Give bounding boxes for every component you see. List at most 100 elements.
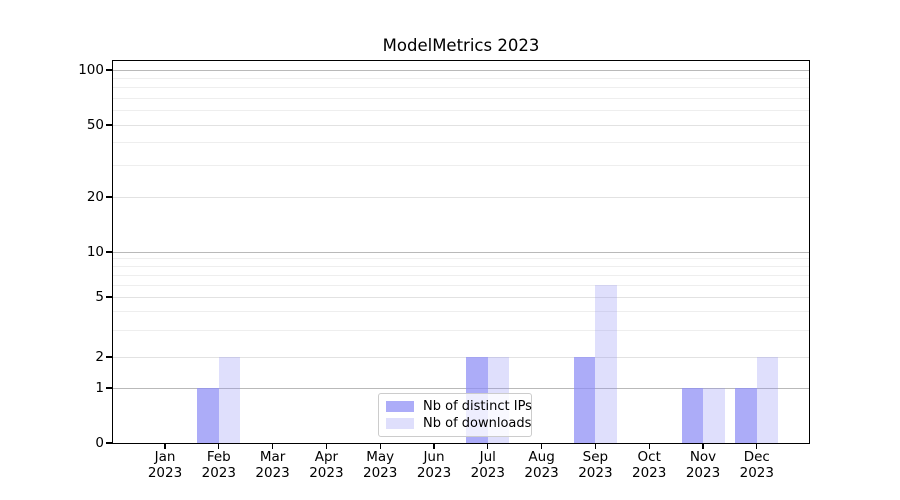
x-tick-mark-jun (433, 443, 435, 449)
x-tick-month: Apr (314, 449, 339, 465)
x-tick-mark-may (379, 443, 381, 449)
x-tick-month: Aug (528, 449, 555, 465)
bar-distinct-ips-feb (197, 388, 219, 443)
gridline-5 (113, 296, 809, 298)
x-tick-year: 2023 (524, 464, 559, 481)
gridline-8 (113, 265, 809, 267)
x-tick-year: 2023 (739, 464, 774, 481)
x-tick-month: Oct (637, 449, 661, 465)
x-tick-mark-apr (325, 443, 328, 449)
bar-distinct-ips-nov (681, 388, 703, 443)
y-tick-mark-2 (106, 356, 112, 358)
x-tick-label-jul: Jul 2023 (458, 449, 518, 481)
gridline-60 (113, 110, 809, 112)
x-tick-label-may: May 2023 (350, 449, 410, 481)
x-tick-label-sep: Sep 2023 (565, 449, 625, 481)
x-tick-month: Nov (689, 449, 717, 465)
x-tick-label-aug: Aug 2023 (512, 449, 572, 481)
gridline-50 (113, 124, 809, 126)
bar-downloads-nov (703, 388, 725, 443)
x-tick-label-jan: Jan 2023 (135, 449, 195, 481)
x-tick-year: 2023 (363, 464, 398, 481)
x-tick-year: 2023 (632, 464, 667, 481)
legend-label-downloads: Nb of downloads (423, 416, 532, 431)
gridline-7 (113, 274, 809, 276)
gridline-1 (113, 387, 809, 389)
gridline-10 (113, 251, 809, 253)
legend: Nb of distinct IPs Nb of downloads (378, 393, 532, 437)
gridline-4 (113, 311, 809, 313)
y-tick-mark-100 (106, 69, 112, 71)
y-tick-label-10: 10 (86, 244, 104, 260)
x-tick-label-oct: Oct 2023 (619, 449, 679, 481)
x-tick-month: May (366, 449, 395, 465)
gridline-20 (113, 196, 809, 198)
gridline-80 (113, 87, 809, 89)
x-tick-year: 2023 (309, 464, 344, 481)
x-tick-mark-jul (487, 443, 489, 449)
bar-distinct-ips-dec (735, 388, 757, 443)
y-tick-label-5: 5 (95, 289, 104, 305)
y-tick-label-50: 50 (86, 117, 104, 133)
x-tick-month: Jun (423, 449, 445, 465)
gridline-70 (113, 97, 809, 99)
x-tick-mark-oct (648, 443, 650, 449)
x-tick-year: 2023 (147, 464, 183, 481)
x-tick-mark-sep (594, 443, 597, 449)
legend-item-distinct-ips: Nb of distinct IPs (386, 399, 532, 414)
x-tick-mark-feb (218, 443, 220, 449)
bar-downloads-feb (218, 357, 241, 443)
x-tick-month: Feb (206, 449, 231, 465)
legend-swatch-distinct-ips (386, 401, 414, 412)
x-tick-year: 2023 (255, 464, 290, 481)
y-tick-mark-1 (106, 387, 112, 389)
x-tick-year: 2023 (201, 464, 236, 481)
x-tick-label-feb: Feb 2023 (189, 449, 249, 481)
x-tick-mark-nov (702, 443, 704, 449)
y-tick-label-2: 2 (95, 349, 104, 365)
x-tick-mark-dec (756, 443, 758, 449)
legend-label-distinct-ips: Nb of distinct IPs (423, 399, 532, 414)
x-tick-mark-jan (164, 443, 166, 449)
x-tick-month: Jul (479, 449, 496, 465)
y-tick-label-1: 1 (95, 380, 104, 396)
x-tick-label-nov: Nov 2023 (673, 449, 733, 481)
gridline-9 (113, 258, 809, 260)
bar-downloads-dec (756, 357, 779, 443)
x-tick-mark-mar (271, 443, 274, 449)
bar-distinct-ips-sep (573, 357, 596, 443)
x-tick-mark-aug (540, 443, 543, 449)
x-tick-month: Dec (743, 449, 770, 465)
gridline-40 (113, 142, 809, 144)
y-tick-mark-0 (106, 442, 112, 444)
y-tick-label-0: 0 (95, 435, 104, 451)
bar-downloads-sep (595, 285, 617, 443)
x-tick-label-apr: Apr 2023 (296, 449, 356, 481)
y-tick-label-100: 100 (78, 62, 104, 78)
x-tick-year: 2023 (578, 464, 613, 481)
x-tick-label-mar: Mar 2023 (243, 449, 303, 481)
x-tick-label-jun: Jun 2023 (404, 449, 464, 481)
gridline-6 (113, 284, 809, 286)
legend-item-downloads: Nb of downloads (386, 416, 531, 431)
gridline-2 (113, 356, 809, 358)
y-tick-mark-10 (106, 251, 112, 253)
x-tick-label-dec: Dec 2023 (727, 449, 787, 481)
gridline-90 (113, 77, 809, 79)
y-tick-mark-5 (106, 296, 112, 298)
gridline-3 (113, 329, 809, 331)
x-tick-year: 2023 (685, 464, 721, 481)
y-tick-label-20: 20 (86, 189, 104, 205)
legend-swatch-downloads (386, 418, 414, 429)
x-tick-month: Sep (582, 449, 609, 465)
x-tick-year: 2023 (416, 464, 452, 481)
gridline-30 (113, 164, 809, 166)
y-tick-mark-20 (106, 196, 112, 198)
x-tick-year: 2023 (470, 464, 505, 481)
x-tick-month: Mar (259, 449, 286, 465)
y-tick-mark-50 (106, 124, 112, 126)
x-tick-month: Jan (154, 449, 176, 465)
gridline-100 (113, 69, 809, 71)
chart-title: ModelMetrics 2023 (382, 36, 540, 55)
